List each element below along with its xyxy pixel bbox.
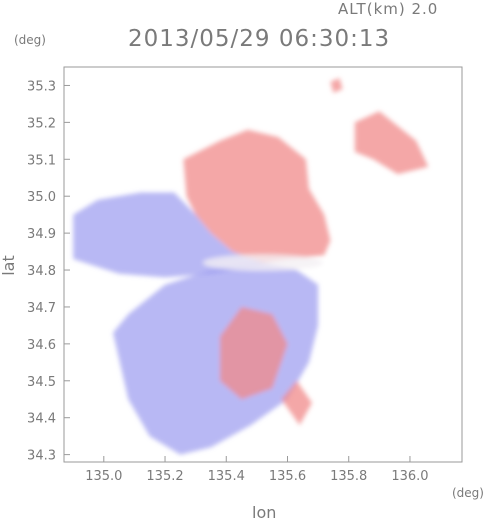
y-tick-label: 34.5 — [27, 375, 56, 390]
region-far-north-echo — [330, 78, 343, 93]
y-tick-label: 35.2 — [27, 116, 56, 131]
y-tick-label: 35.3 — [27, 79, 56, 94]
y-tick-label: 34.8 — [27, 264, 56, 279]
region-south-approaching — [113, 262, 319, 455]
x-tick-label: 135.4 — [208, 469, 245, 484]
region-west-approaching — [73, 192, 263, 278]
altitude-label: ALT(km) 2.0 — [338, 0, 439, 18]
axis-ticks: 135.0 135.2 135.4 135.6 135.8 136.0 34.3 34.4 34… — [27, 79, 429, 484]
x-tick-label: 136.0 — [391, 469, 428, 484]
x-tick-label: 135.6 — [269, 469, 306, 484]
y-tick-label: 34.9 — [27, 227, 56, 242]
y-tick-label: 34.6 — [27, 338, 56, 353]
velocity-regions — [73, 78, 429, 455]
zero-velocity-band — [203, 254, 323, 271]
x-axis-label: lon — [252, 503, 277, 522]
y-tick-label: 35.0 — [27, 190, 56, 205]
y-tick-label: 35.1 — [27, 153, 56, 168]
x-unit-label: (deg) — [452, 486, 484, 500]
region-north-receding — [183, 129, 331, 263]
x-tick-label: 135.8 — [330, 469, 367, 484]
region-northeast-clutter — [354, 111, 429, 175]
region-south-mixed — [220, 307, 288, 400]
region-southeast-mixed — [281, 380, 312, 426]
y-tick-label: 34.3 — [27, 449, 56, 464]
x-tick-label: 135.2 — [146, 469, 183, 484]
timestamp-title: 2013/05/29 06:30:13 — [128, 26, 391, 52]
y-tick-label: 34.4 — [27, 412, 56, 427]
y-unit-label: (deg) — [14, 33, 46, 47]
x-tick-label: 135.0 — [85, 469, 122, 484]
plot-frame — [63, 66, 463, 463]
y-tick-label: 34.7 — [27, 301, 56, 316]
